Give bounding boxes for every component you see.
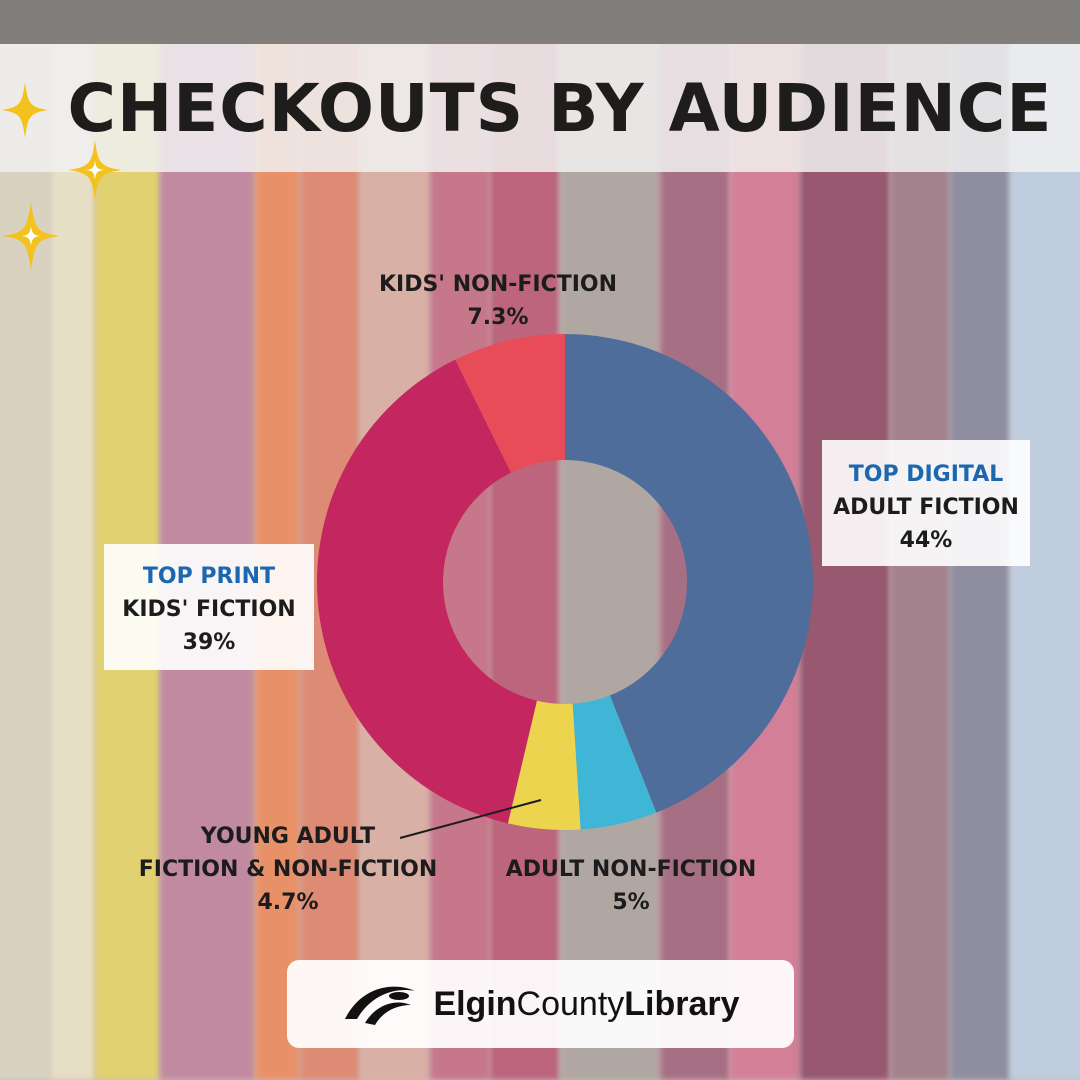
library-name: ElginCountyLibrary [433,984,740,1023]
library-logo: ElginCountyLibrary [287,960,794,1048]
label-adult-nonfiction: ADULT NON-FICTION 5% [505,857,757,915]
library-swoosh-icon [345,986,416,1025]
sparkle-icon [68,140,122,200]
sparkle-icon [2,202,60,270]
page-title: CHECKOUTS BY AUDIENCE [67,69,1053,147]
donut-slice-young-adult-fiction-non-fiction [507,700,581,830]
label-kids-fiction: TOP PRINT KIDS' FICTION 39% [104,544,314,670]
label-kids-nonfiction: KIDS' NON-FICTION 7.3% [378,272,618,330]
sparkle-icon [2,82,48,138]
young-adult-leader-line [399,799,542,839]
label-young-adult: YOUNG ADULT FICTION & NON-FICTION 4.7% [138,824,438,915]
title-banner: CHECKOUTS BY AUDIENCE [0,44,1080,172]
donut-slice-kids-non-fiction [455,334,565,473]
donut-slice-kids-fiction [316,359,537,824]
donut-slice-adult-non-fiction [572,695,657,830]
label-adult-fiction: TOP DIGITAL ADULT FICTION 44% [822,440,1030,566]
donut-slice-adult-fiction [565,334,814,813]
